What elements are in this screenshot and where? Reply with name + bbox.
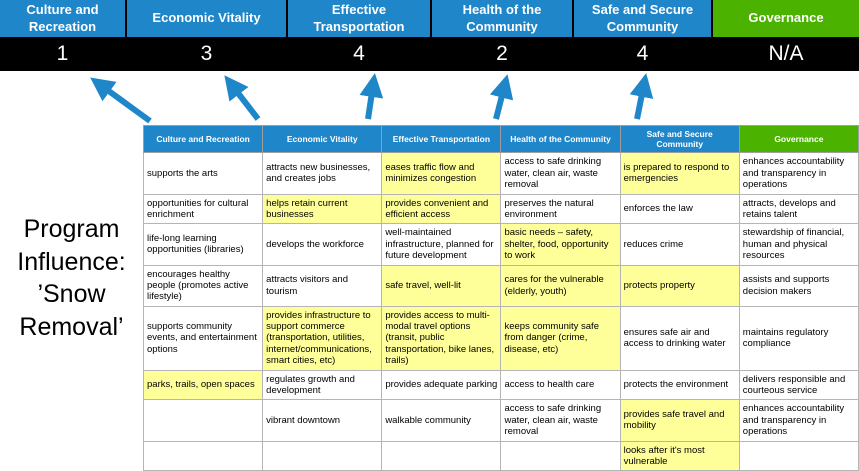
table-cell <box>142 440 264 471</box>
influence-table: Culture and Recreation Economic Vitality E… <box>142 124 859 471</box>
program-influence-label: Program Influence: ’Snow Removal’ <box>17 215 126 341</box>
table-cell: helps retain current businesses <box>262 193 383 225</box>
summary-header-5: Governance <box>713 0 859 37</box>
table-row: supports community events, and entertain… <box>142 305 859 371</box>
summary-band: Culture and Recreation Economic Vitality E… <box>0 0 859 71</box>
table-cell: provides adequate parking <box>381 369 502 401</box>
table-cell: opportunities for cultural enrichment <box>142 193 264 225</box>
table-cell: enhances accountability and transparency… <box>738 152 859 195</box>
summary-score-4: 4 <box>636 42 649 65</box>
table-cell: cares for the vulnerable (elderly, youth… <box>500 264 621 307</box>
table-cell: vibrant downtown <box>262 399 383 442</box>
table-cell: supports the arts <box>142 152 264 195</box>
table-cell: enhances accountability and transparency… <box>738 399 859 442</box>
summary-score-3: 2 <box>496 42 508 65</box>
summary-score-1: 3 <box>200 42 213 65</box>
summary-header-1: Economic Vitality <box>127 0 286 37</box>
table-cell <box>262 440 383 471</box>
table-cell: protects property <box>619 264 740 307</box>
table-cell: provides convenient and efficient access <box>381 193 502 225</box>
table-row: life-long learning opportunities (librar… <box>142 223 859 266</box>
table-cell: regulates growth and development <box>262 369 383 401</box>
table-cell <box>500 440 621 471</box>
table-cell: basic needs – safety, shelter, food, opp… <box>500 223 621 266</box>
influence-arrow-4 <box>489 74 514 120</box>
summary-score-5: N/A <box>768 42 804 65</box>
table-cell: attracts new businesses, and creates job… <box>262 152 383 195</box>
table-cell: ensures safe air and access to drinking … <box>619 305 740 371</box>
table-body: supports the arts attracts new businesses… <box>142 152 859 471</box>
summary-header-3: Health of the Community <box>432 0 572 37</box>
table-cell: stewardship of financial, human and phys… <box>738 223 859 266</box>
influence-arrow-3 <box>359 73 384 120</box>
table-cell: walkable community <box>381 399 502 442</box>
table-cell <box>381 440 502 471</box>
table-cell: reduces crime <box>619 223 740 266</box>
table-header-0: Culture and Recreation <box>142 124 264 154</box>
table-header-row: Culture and Recreation Economic Vitality E… <box>142 124 859 154</box>
table-cell: access to health care <box>500 369 621 401</box>
table-row: looks after it's most vulnerable <box>142 440 859 471</box>
table-header-1: Economic Vitality <box>262 124 383 154</box>
table-cell: attracts visitors and tourism <box>262 264 383 307</box>
influence-arrows <box>90 73 654 124</box>
table-cell: is prepared to respond to emergencies <box>619 152 740 195</box>
table-wrap: Culture and Recreation Economic Vitality E… <box>142 124 859 471</box>
table-cell: well-maintained infrastructure, planned … <box>381 223 502 266</box>
table-header-4: Safe and Secure Community <box>619 124 740 154</box>
summary-score-2: 4 <box>353 42 365 65</box>
table-header-2: Effective Transportation <box>381 124 502 154</box>
table-cell: provides safe travel and mobility <box>619 399 740 442</box>
table-cell: parks, trails, open spaces <box>142 369 264 401</box>
table-cell: provides access to multi-modal travel op… <box>381 305 502 371</box>
table-cell: enforces the law <box>619 193 740 225</box>
table-cell: access to safe drinking water, clean air… <box>500 399 621 442</box>
content-area: Program Influence: ’Snow Removal’ Cultur… <box>0 124 859 471</box>
table-row: opportunities for cultural enrichment hel… <box>142 193 859 225</box>
summary-header-4: Safe and Secure Community <box>574 0 711 37</box>
table-cell: develops the workforce <box>262 223 383 266</box>
table-row: encourages healthy people (promotes acti… <box>142 264 859 307</box>
summary-header-2: Effective Transportation <box>288 0 430 37</box>
influence-arrow-5 <box>629 73 654 120</box>
table-row: supports the arts attracts new businesses… <box>142 152 859 195</box>
influence-arrow-2 <box>224 75 261 121</box>
table-cell: keeps community safe from danger (crime,… <box>500 305 621 371</box>
arrows-zone <box>0 71 859 125</box>
table-cell: looks after it's most vulnerable <box>619 440 740 471</box>
table-cell: protects the environment <box>619 369 740 401</box>
table-row: vibrant downtown walkable community access… <box>142 399 859 442</box>
table-cell: delivers responsible and courteous servi… <box>738 369 859 401</box>
table-cell: provides infrastructure to support comme… <box>262 305 383 371</box>
table-cell: life-long learning opportunities (librar… <box>142 223 264 266</box>
table-header-3: Health of the Community <box>500 124 621 154</box>
table-cell: preserves the natural environment <box>500 193 621 225</box>
table-cell: attracts, develops and retains talent <box>738 193 859 225</box>
summary-header-0: Culture and Recreation <box>0 0 125 37</box>
influence-arrow-1 <box>90 77 152 124</box>
table-cell: access to safe drinking water, clean air… <box>500 152 621 195</box>
summary-score-0: 1 <box>56 42 69 65</box>
table-cell: maintains regulatory compliance <box>738 305 859 371</box>
table-cell <box>142 399 264 442</box>
table-cell <box>738 440 859 471</box>
table-header-5: Governance <box>738 124 859 154</box>
table-cell: assists and supports decision makers <box>738 264 859 307</box>
table-row: parks, trails, open spaces regulates grow… <box>142 369 859 401</box>
table-cell: safe travel, well-lit <box>381 264 502 307</box>
table-cell: eases traffic flow and minimizes congest… <box>381 152 502 195</box>
table-cell: encourages healthy people (promotes acti… <box>142 264 264 307</box>
table-cell: supports community events, and entertain… <box>142 305 264 371</box>
